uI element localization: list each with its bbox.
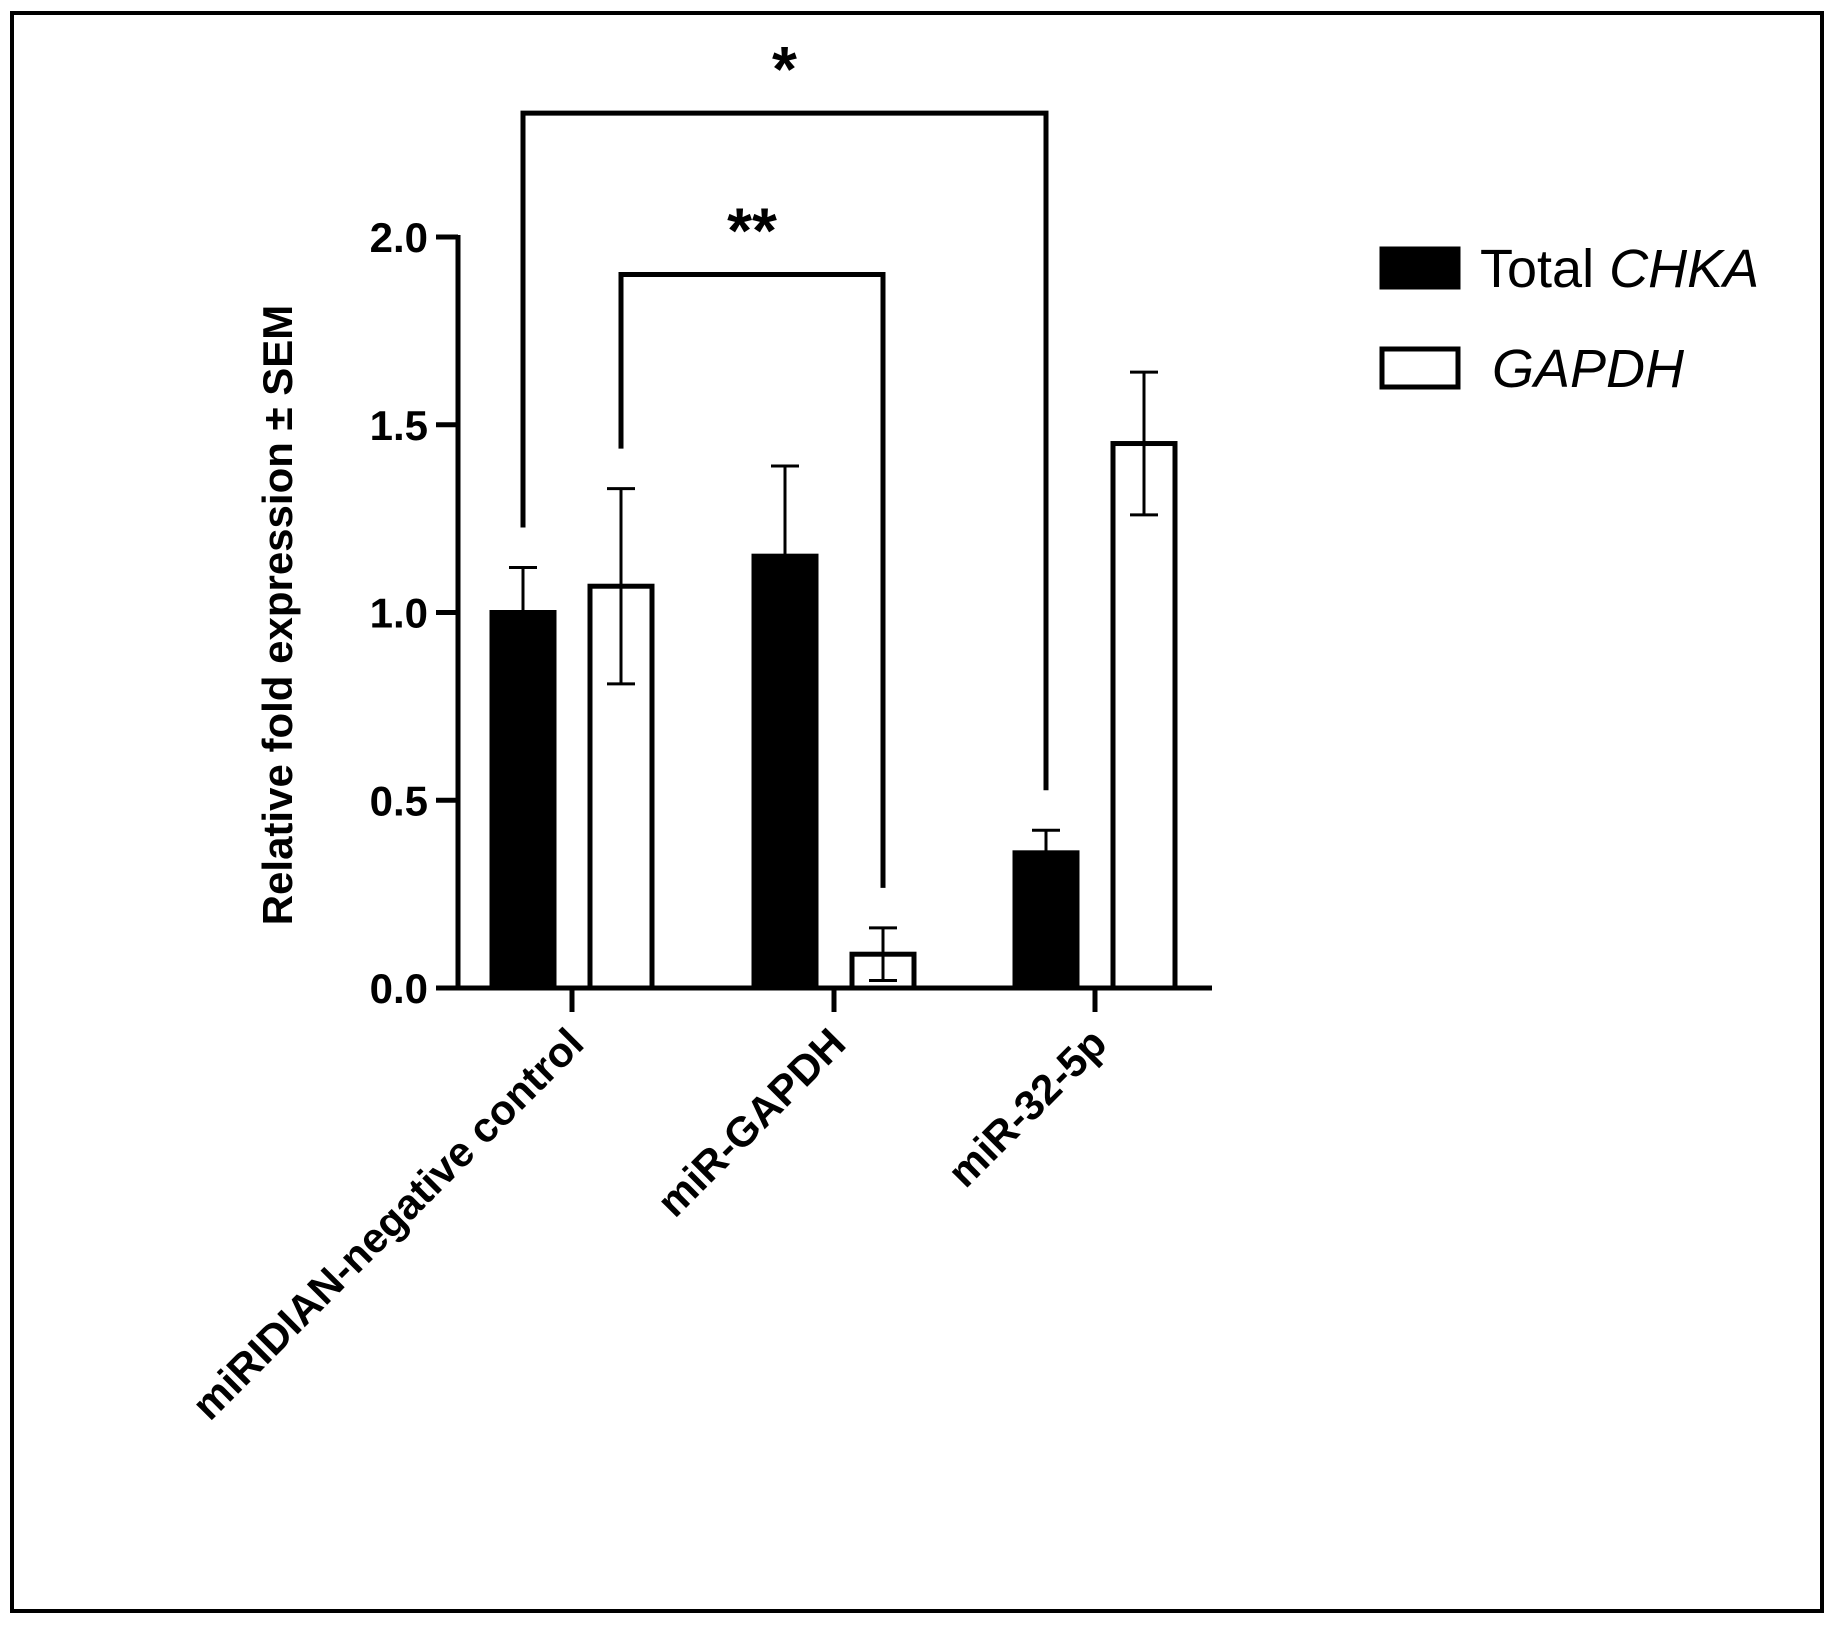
error-bars-layer — [509, 370, 1158, 982]
bar-total-chka — [489, 610, 557, 991]
significance-label: * — [772, 33, 797, 105]
legend-swatch — [1379, 346, 1461, 390]
y-ticks-layer: 0.0 0.5 1.0 1.5 2.0 — [370, 214, 458, 1012]
y-tick-label: 1.0 — [370, 590, 428, 637]
legend: Total CHKA GAPDH — [1379, 239, 1759, 399]
bar-gapdh — [1110, 441, 1178, 991]
bar-total-chka — [1012, 850, 1080, 991]
legend-entry-label: GAPDH — [1492, 339, 1685, 399]
significance-label: ** — [727, 195, 777, 267]
legend-swatch — [1379, 246, 1461, 290]
y-axis-label: Relative fold expression ± SEM — [254, 305, 301, 926]
y-tick-label: 0.5 — [370, 777, 428, 824]
y-tick-label: 2.0 — [370, 214, 428, 261]
significance-bracket — [520, 110, 1049, 791]
significance-bracket — [618, 272, 886, 888]
figure-frame — [10, 11, 1824, 1613]
y-tick-label: 0.0 — [370, 965, 428, 1012]
legend-entry-label: Total CHKA — [1480, 239, 1759, 299]
significance-brackets-layer: *** — [520, 33, 1049, 888]
y-tick-label: 1.5 — [370, 402, 428, 449]
